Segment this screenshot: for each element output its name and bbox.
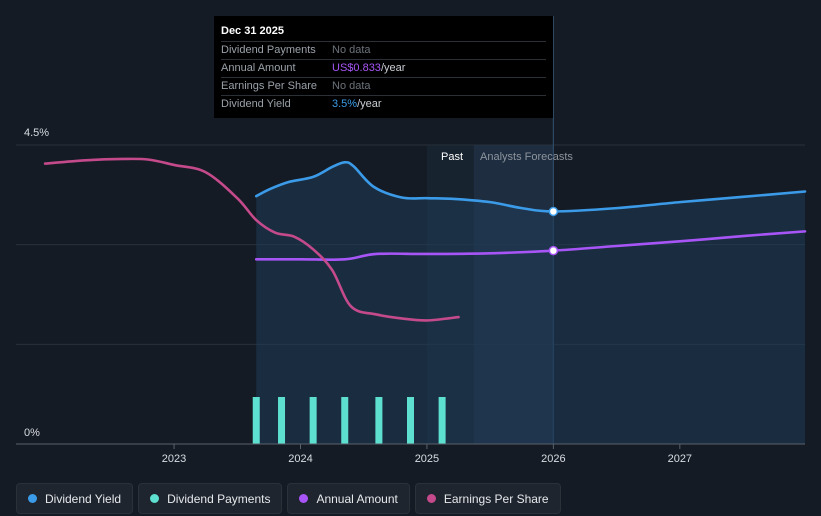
dividend-payment-bar	[309, 397, 317, 444]
annual-amount-line	[254, 230, 807, 261]
legend-dot-icon	[299, 494, 309, 503]
hover-marker	[548, 245, 559, 256]
tooltip-date: Dec 31 2025	[221, 25, 284, 37]
legend-label: Annual Amount	[316, 491, 398, 506]
legend-label: Earnings Per Share	[443, 491, 549, 506]
x-tick-label: 2026	[541, 453, 565, 465]
legend-earnings-per-share[interactable]: Earnings Per Share	[414, 483, 561, 514]
dividend-yield-line	[254, 160, 807, 213]
forecast-label: Analysts Forecasts	[480, 151, 573, 163]
legend-annual-amount[interactable]: Annual Amount	[287, 483, 410, 514]
tooltip-value: No data	[332, 44, 371, 56]
hover-markers	[548, 206, 559, 256]
legend-dot-icon	[150, 494, 160, 503]
tooltip-row-annual-amount: Annual Amount US$0.833/year	[221, 59, 546, 77]
earnings-per-share-line	[43, 157, 460, 322]
tooltip: Dec 31 2025 Dividend Payments No data An…	[214, 16, 553, 118]
tooltip-row-dividend-yield: Dividend Yield 3.5%/year	[221, 95, 546, 113]
tooltip-label: Dividend Yield	[221, 98, 291, 110]
series-lines	[43, 157, 807, 322]
x-tick-label: 2025	[415, 453, 439, 465]
legend-dot-icon	[28, 494, 37, 503]
legend: Dividend Yield Dividend Payments Annual …	[16, 483, 561, 514]
dividend-payment-bar	[438, 397, 446, 444]
dividend-payment-bar	[375, 397, 383, 444]
dividend-yield-area	[256, 162, 806, 444]
y-tick-zero: 0%	[24, 427, 40, 439]
tooltip-suffix: /year	[357, 98, 382, 110]
legend-label: Dividend Yield	[45, 491, 122, 506]
past-label: Past	[441, 151, 463, 163]
tooltip-value: US$0.833	[332, 62, 381, 74]
tooltip-row-earnings-per-share: Earnings Per Share No data	[221, 77, 546, 95]
tooltip-value: 3.5%	[332, 98, 358, 110]
tooltip-label: Earnings Per Share	[221, 80, 317, 92]
x-tick-label: 2023	[162, 453, 186, 465]
tooltip-value: No data	[332, 80, 371, 92]
x-tick-label: 2024	[288, 453, 312, 465]
tooltip-label: Dividend Payments	[221, 44, 316, 56]
area-fills	[256, 162, 806, 444]
legend-dot-icon	[426, 494, 436, 503]
hover-marker	[548, 206, 559, 217]
y-tick-top: 4.5%	[24, 127, 49, 139]
dividend-payment-bar	[407, 397, 414, 444]
dividend-payment-bars	[252, 397, 446, 444]
x-axis: 2023 2024 2025 2026 2027	[16, 443, 805, 465]
legend-label: Dividend Payments	[167, 491, 271, 506]
dividend-payment-bar	[341, 397, 349, 444]
tooltip-label: Annual Amount	[221, 62, 296, 74]
tooltip-suffix: /year	[380, 62, 406, 74]
tooltip-row-dividend-payments: Dividend Payments No data	[221, 41, 546, 59]
legend-dividend-payments[interactable]: Dividend Payments	[138, 483, 283, 514]
x-tick-label: 2027	[668, 453, 692, 465]
legend-dividend-yield[interactable]: Dividend Yield	[16, 483, 134, 514]
dividend-payment-bar	[278, 397, 286, 444]
dividend-payment-bar	[252, 397, 260, 444]
